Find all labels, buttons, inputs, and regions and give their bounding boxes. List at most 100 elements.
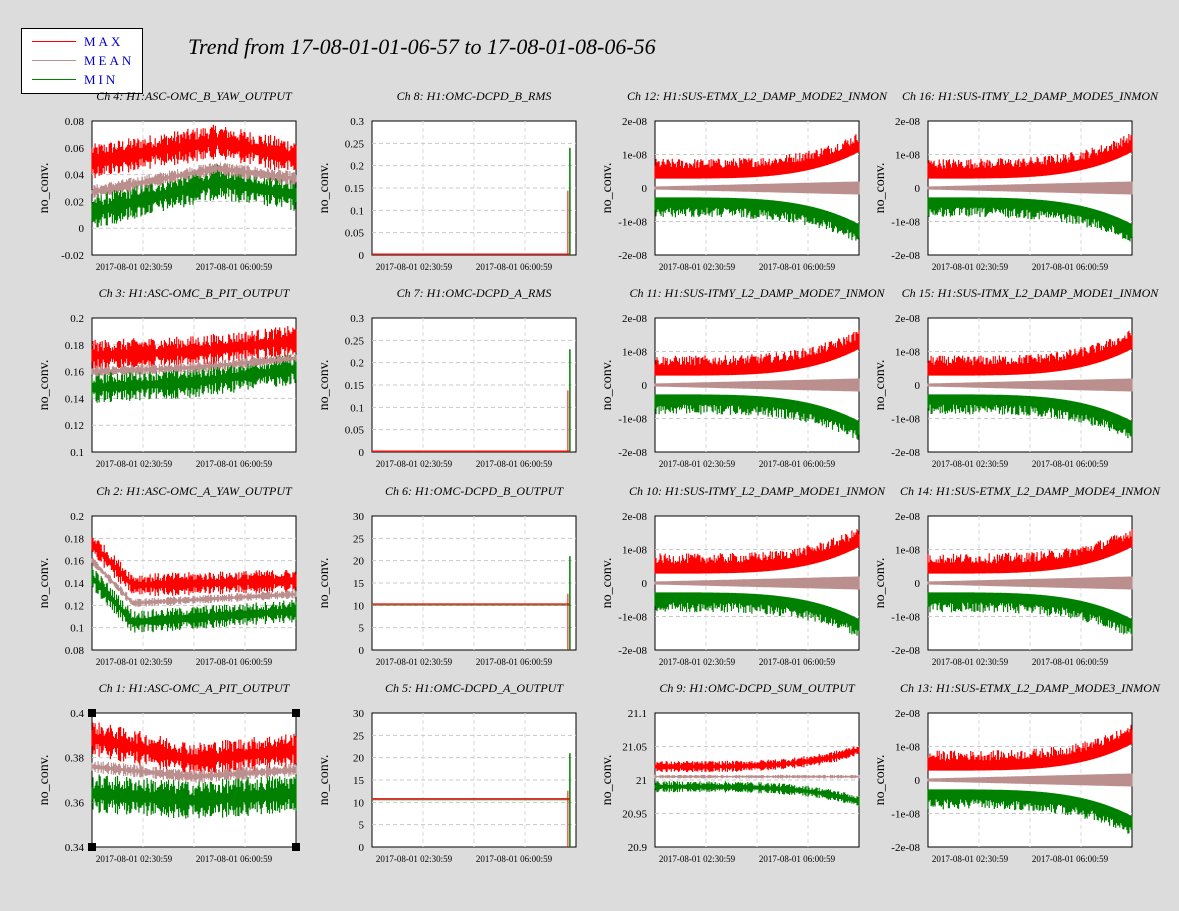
series-max — [654, 134, 860, 179]
series-mean — [91, 353, 297, 377]
y-tick-label: 0.1 — [350, 402, 364, 414]
y-tick-label: -1e-08 — [891, 809, 920, 821]
legend-label-mean: MEAN — [84, 53, 135, 68]
series-min — [654, 394, 860, 440]
x-tick-label: 2017-08-01 06:00:59 — [196, 657, 273, 667]
chart-ch-3[interactable]: Ch 3: H1:ASC-OMC_B_PIT_OUTPUT 0.1 0.12 0.14… — [37, 286, 297, 469]
chart-ch-15[interactable]: Ch 15: H1:SUS-ITMX_L2_DAMP_MODE1_INMON -2… — [873, 286, 1159, 469]
chart-ch-12[interactable]: Ch 12: H1:SUS-ETMX_L2_DAMP_MODE2_INMON -2… — [600, 89, 888, 272]
chart-title: Ch 15: H1:SUS-ITMX_L2_DAMP_MODE1_INMON — [902, 286, 1160, 300]
y-tick-label: 20.95 — [622, 809, 647, 821]
y-tick-label: 0.34 — [65, 842, 85, 854]
series-max — [91, 537, 297, 596]
x-tick-label: 2017-08-01 02:30:59 — [659, 657, 736, 667]
y-tick-label: 0.05 — [345, 228, 365, 240]
y-tick-label: 0.16 — [65, 556, 85, 568]
x-tick-label: 2017-08-01 02:30:59 — [376, 854, 453, 864]
y-tick-label: 10 — [353, 600, 365, 612]
series-max — [91, 326, 297, 371]
y-axis-label: no_conv. — [317, 755, 332, 806]
x-tick-label: 2017-08-01 02:30:59 — [932, 657, 1009, 667]
x-tick-label: 2017-08-01 06:00:59 — [759, 854, 836, 864]
y-tick-label: 20.9 — [628, 842, 648, 854]
chart-ch-8[interactable]: Ch 8: H1:OMC-DCPD_B_RMS 0 0.05 0.1 0.15 0.2 0.… — [317, 89, 577, 272]
selection-handle[interactable] — [292, 843, 300, 851]
y-tick-label: 15 — [353, 578, 365, 590]
y-tick-label: 0.2 — [350, 358, 364, 370]
x-tick-label: 2017-08-01 06:00:59 — [196, 262, 273, 272]
y-tick-label: 0.15 — [345, 380, 365, 392]
chart-ch-16[interactable]: Ch 16: H1:SUS-ITMY_L2_DAMP_MODE5_INMON -2… — [873, 89, 1159, 272]
chart-title: Ch 14: H1:SUS-ETMX_L2_DAMP_MODE4_INMON — [900, 484, 1161, 498]
chart-ch-13[interactable]: Ch 13: H1:SUS-ETMX_L2_DAMP_MODE3_INMON -2… — [873, 681, 1161, 864]
y-axis-label: no_conv. — [317, 163, 332, 214]
x-tick-label: 2017-08-01 06:00:59 — [759, 657, 836, 667]
y-tick-label: -2e-08 — [618, 250, 647, 262]
series-min — [927, 592, 1133, 637]
chart-ch-2[interactable]: Ch 2: H1:ASC-OMC_A_YAW_OUTPUT 0.08 0.1 0.12… — [37, 484, 297, 667]
chart-title: Ch 7: H1:OMC-DCPD_A_RMS — [397, 286, 552, 300]
x-tick-label: 2017-08-01 06:00:59 — [476, 459, 553, 469]
x-tick-label: 2017-08-01 02:30:59 — [96, 657, 173, 667]
chart-ch-4[interactable]: Ch 4: H1:ASC-OMC_B_YAW_OUTPUT -0.02 0 0.02 0… — [37, 89, 297, 272]
x-tick-label: 2017-08-01 02:30:59 — [376, 459, 453, 469]
chart-title: Ch 6: H1:OMC-DCPD_B_OUTPUT — [385, 484, 564, 498]
series-mean — [927, 181, 1133, 195]
chart-ch-1[interactable]: Ch 1: H1:ASC-OMC_A_PIT_OUTPUT 0.34 0.36 0.3… — [37, 681, 300, 864]
y-tick-label: 5 — [359, 623, 365, 635]
series-max — [927, 134, 1133, 179]
chart-ch-11[interactable]: Ch 11: H1:SUS-ITMY_L2_DAMP_MODE7_INMON -2… — [600, 286, 886, 469]
series-min — [927, 197, 1133, 242]
y-tick-label: 5 — [359, 820, 365, 832]
selection-handle[interactable] — [88, 843, 96, 851]
y-tick-label: 2e-08 — [622, 511, 648, 523]
y-tick-label: 25 — [353, 533, 365, 545]
x-tick-label: 2017-08-01 02:30:59 — [659, 854, 736, 864]
y-tick-label: 0.1 — [350, 205, 364, 217]
page-title: Trend from 17-08-01-01-06-57 to 17-08-01… — [188, 34, 656, 59]
chart-title: Ch 16: H1:SUS-ITMY_L2_DAMP_MODE5_INMON — [902, 89, 1159, 103]
x-tick-label: 2017-08-01 02:30:59 — [96, 854, 173, 864]
y-tick-label: 15 — [353, 775, 365, 787]
chart-ch-5[interactable]: Ch 5: H1:OMC-DCPD_A_OUTPUT 0 5 10 15 20 25 30 no… — [317, 681, 577, 864]
y-tick-label: 0.14 — [65, 393, 85, 405]
selection-handle[interactable] — [292, 709, 300, 717]
series-min — [654, 592, 860, 636]
series-min — [91, 568, 297, 633]
chart-ch-7[interactable]: Ch 7: H1:OMC-DCPD_A_RMS 0 0.05 0.1 0.15 0.2 0.… — [317, 286, 577, 469]
series-max — [927, 529, 1133, 574]
y-tick-label: -2e-08 — [891, 645, 920, 657]
y-tick-label: 0.14 — [65, 578, 85, 590]
series-max — [927, 330, 1133, 376]
y-tick-label: -0.02 — [61, 250, 84, 262]
y-tick-label: 0.3 — [350, 313, 364, 325]
y-tick-label: 1e-08 — [895, 150, 921, 162]
legend-label-max: MAX — [84, 34, 124, 49]
legend-swatch-mean — [32, 60, 76, 61]
y-tick-label: 20 — [353, 556, 365, 568]
chart-ch-9[interactable]: Ch 9: H1:OMC-DCPD_SUM_OUTPUT 20.9 20.95 21 2… — [600, 681, 860, 864]
series-max — [654, 746, 860, 773]
y-tick-label: 25 — [353, 730, 365, 742]
legend-swatch-max — [32, 41, 76, 42]
chart-ch-6[interactable]: Ch 6: H1:OMC-DCPD_B_OUTPUT 0 5 10 15 20 25 30 no… — [317, 484, 577, 667]
chart-title: Ch 3: H1:ASC-OMC_B_PIT_OUTPUT — [99, 286, 291, 300]
y-tick-label: -1e-08 — [618, 414, 647, 426]
series-mean — [654, 774, 860, 779]
series-min — [927, 394, 1133, 439]
y-axis-label: no_conv. — [873, 558, 888, 609]
chart-ch-10[interactable]: Ch 10: H1:SUS-ITMY_L2_DAMP_MODE1_INMON -2… — [600, 484, 886, 667]
x-tick-label: 2017-08-01 02:30:59 — [96, 262, 173, 272]
x-tick-label: 2017-08-01 06:00:59 — [1032, 262, 1109, 272]
x-tick-label: 2017-08-01 06:00:59 — [1032, 657, 1109, 667]
legend-item-max: MAX — [22, 33, 142, 51]
legend-item-mean: MEAN — [22, 52, 142, 70]
y-tick-label: 0.25 — [345, 335, 365, 347]
chart-title: Ch 4: H1:ASC-OMC_B_YAW_OUTPUT — [96, 89, 293, 103]
series-min — [927, 789, 1133, 834]
y-tick-label: -1e-08 — [891, 414, 920, 426]
y-tick-label: 2e-08 — [895, 116, 921, 128]
selection-handle[interactable] — [88, 709, 96, 717]
chart-ch-14[interactable]: Ch 14: H1:SUS-ETMX_L2_DAMP_MODE4_INMON -2… — [873, 484, 1161, 667]
